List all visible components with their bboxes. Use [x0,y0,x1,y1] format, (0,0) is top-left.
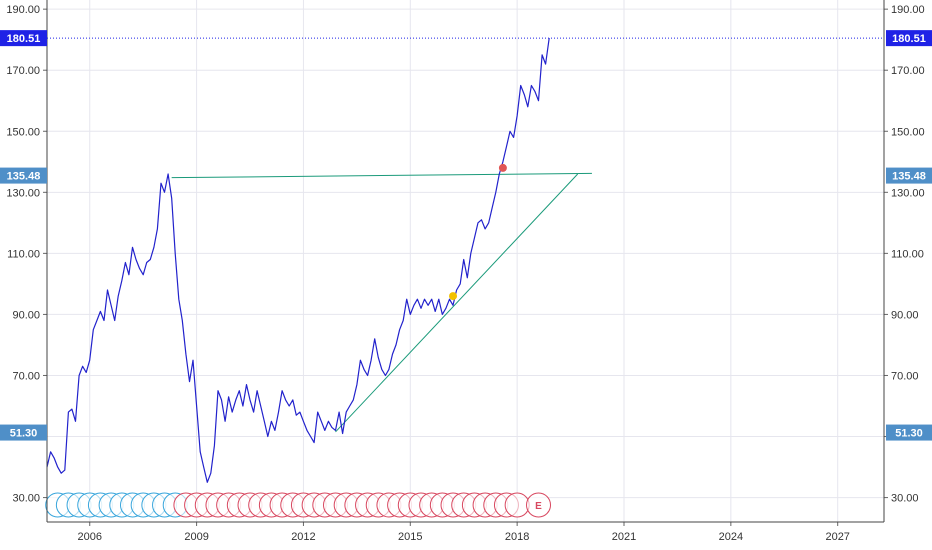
price-line [46,38,550,483]
price-badge-label-right: 135.48 [892,171,926,183]
y-tick-label-left: 150.00 [6,126,40,138]
price-badge-label-right: 180.51 [892,33,926,45]
y-tick-label-left: 70.00 [12,370,40,382]
y-tick-label-right: 70.00 [891,370,919,382]
y-tick-label-left: 110.00 [7,248,40,260]
price-badges: 180.51 180.51 135.48 135.48 51.30 51.30 [0,30,932,441]
x-tick-label: 2027 [825,531,849,543]
y-tick-label-right: 30.00 [891,493,919,505]
signal-markers [449,163,507,301]
x-tick-label: 2006 [77,531,101,543]
signal-marker [498,163,507,172]
x-tick-label: 2009 [184,531,208,543]
price-badge-label-left: 51.30 [10,428,38,440]
event-marker [526,492,552,518]
event-marker-label: E [535,501,542,512]
x-tick-label: 2018 [505,531,529,543]
trend-line [171,172,592,179]
y-tick-label-left: 190.00 [6,4,40,16]
price-badge-left [0,424,47,441]
y-tick-label-right: 170.00 [891,65,925,77]
trend-line [335,173,579,433]
price-badge-right [886,167,932,184]
price-badge-label-left: 180.51 [7,33,41,45]
x-tick-label: 2012 [291,531,315,543]
price-badge-label-right: 51.30 [895,428,923,440]
signal-marker [449,292,458,301]
price-badge-left [0,30,47,47]
event-markers: E [45,492,552,518]
y-tick-label-right: 130.00 [891,187,925,199]
price-series [46,38,550,483]
y-tick-label-right: 110.00 [891,248,924,260]
grid [47,0,884,522]
x-tick-label: 2021 [612,531,636,543]
price-badge-right [886,30,932,47]
event-marker [504,492,530,518]
y-tick-label-right: 150.00 [891,126,925,138]
y-tick-label-left: 170.00 [6,65,40,77]
y-tick-label-right: 190.00 [891,4,925,16]
x-tick-label: 2024 [719,531,743,543]
y-tick-label-left: 30.00 [12,493,40,505]
trend-lines [171,172,592,433]
price-badge-label-left: 135.48 [7,171,41,183]
y-tick-label-left: 90.00 [12,309,40,321]
x-tick-label: 2015 [398,531,422,543]
price-badge-left [0,167,47,184]
y-tick-label-left: 130.00 [6,187,40,199]
price-badge-right [886,424,932,441]
y-tick-label-right: 90.00 [891,309,919,321]
